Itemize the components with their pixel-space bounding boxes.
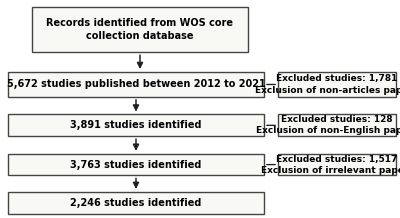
FancyBboxPatch shape <box>278 72 396 97</box>
FancyBboxPatch shape <box>32 7 248 52</box>
FancyBboxPatch shape <box>8 192 264 214</box>
Text: 3,891 studies identified: 3,891 studies identified <box>70 120 202 130</box>
FancyBboxPatch shape <box>8 154 264 175</box>
Text: Records identified from WOS core
collection database: Records identified from WOS core collect… <box>46 18 234 41</box>
FancyBboxPatch shape <box>8 114 264 136</box>
Text: Excluded studies: 128
Exclusion of non-English papers: Excluded studies: 128 Exclusion of non-E… <box>256 115 400 135</box>
FancyBboxPatch shape <box>278 114 396 136</box>
Text: 3,763 studies identified: 3,763 studies identified <box>70 160 202 170</box>
FancyBboxPatch shape <box>278 154 396 175</box>
FancyBboxPatch shape <box>8 72 264 97</box>
Text: Excluded studies: 1,517
Exclusion of irrelevant papers: Excluded studies: 1,517 Exclusion of irr… <box>261 155 400 175</box>
Text: 2,246 studies identified: 2,246 studies identified <box>70 198 202 208</box>
Text: 5,672 studies published between 2012 to 2021: 5,672 studies published between 2012 to … <box>7 80 265 89</box>
Text: Excluded studies: 1,781
Exclusion of non-articles papers: Excluded studies: 1,781 Exclusion of non… <box>255 74 400 95</box>
